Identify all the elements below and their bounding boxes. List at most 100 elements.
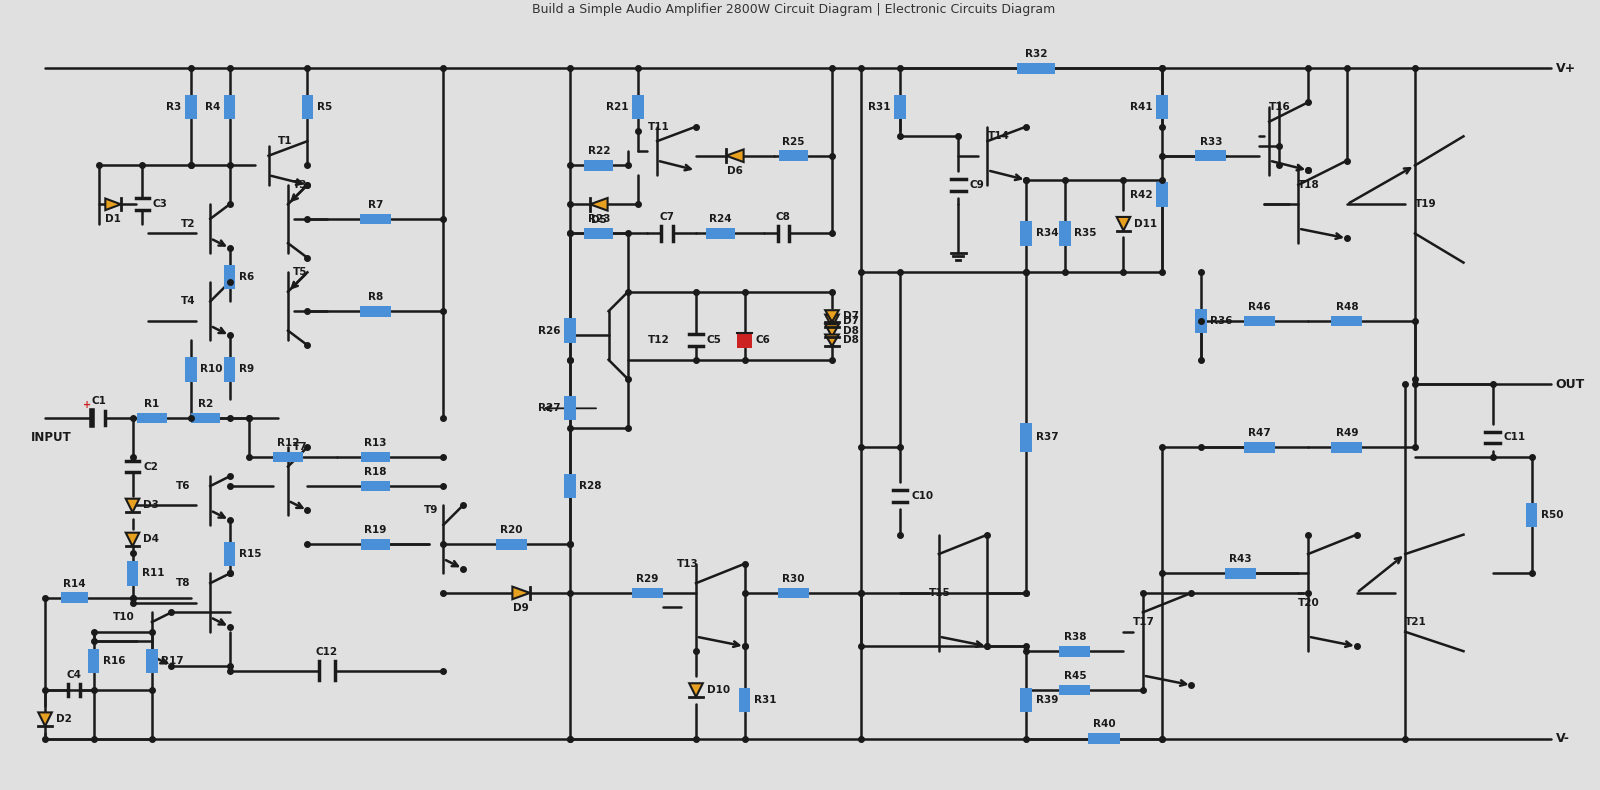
Text: R36: R36 — [1211, 316, 1234, 326]
Text: C11: C11 — [1504, 432, 1526, 442]
Text: R37: R37 — [1035, 432, 1058, 442]
Text: C8: C8 — [776, 213, 790, 222]
Text: R20: R20 — [501, 525, 523, 535]
Text: C1: C1 — [91, 396, 106, 406]
Bar — [1021, 687, 1032, 712]
Text: R30: R30 — [782, 574, 805, 584]
Text: R12: R12 — [277, 438, 299, 448]
Polygon shape — [690, 683, 702, 697]
Bar — [1243, 315, 1275, 326]
Text: D7: D7 — [843, 316, 859, 326]
Text: C9: C9 — [970, 180, 984, 190]
Bar — [126, 562, 138, 585]
Text: T13: T13 — [677, 559, 698, 569]
Polygon shape — [726, 149, 744, 162]
Text: C2: C2 — [144, 461, 158, 472]
Bar — [632, 95, 643, 119]
Text: +: + — [83, 400, 91, 410]
Polygon shape — [590, 198, 608, 211]
Text: R7: R7 — [368, 200, 382, 209]
Text: C12: C12 — [315, 647, 338, 657]
Text: R39: R39 — [1035, 694, 1058, 705]
Bar — [186, 357, 197, 382]
Text: T6: T6 — [176, 481, 190, 491]
Text: D2: D2 — [56, 714, 72, 724]
Text: R6: R6 — [238, 273, 254, 282]
Text: R13: R13 — [365, 438, 387, 448]
Text: R31: R31 — [869, 102, 891, 112]
Text: T4: T4 — [181, 296, 195, 307]
Text: R34: R34 — [1035, 228, 1058, 239]
Text: R14: R14 — [62, 578, 85, 589]
Bar — [496, 539, 526, 550]
Bar — [1195, 309, 1206, 333]
Text: D4: D4 — [144, 535, 160, 544]
Text: T3: T3 — [293, 180, 307, 190]
Bar — [1059, 685, 1091, 695]
Text: R32: R32 — [1024, 49, 1048, 59]
Bar — [632, 588, 662, 598]
Text: D6: D6 — [726, 166, 742, 176]
Text: T16: T16 — [1269, 102, 1291, 112]
Text: R26: R26 — [538, 325, 560, 336]
Text: D5: D5 — [590, 215, 606, 224]
Text: R43: R43 — [1229, 555, 1251, 564]
Text: R49: R49 — [1336, 428, 1358, 438]
Text: T11: T11 — [648, 122, 669, 132]
Bar — [1059, 221, 1070, 246]
Text: D9: D9 — [514, 603, 530, 613]
Polygon shape — [826, 324, 838, 337]
Text: R24: R24 — [709, 214, 731, 224]
Text: R40: R40 — [1093, 720, 1115, 729]
Bar — [88, 649, 99, 673]
Text: R46: R46 — [1248, 302, 1270, 312]
Text: R47: R47 — [1248, 428, 1270, 438]
Bar — [362, 480, 390, 491]
Bar — [584, 160, 613, 171]
Text: D8: D8 — [843, 335, 859, 345]
Text: C6: C6 — [755, 335, 771, 345]
Bar — [1021, 221, 1032, 246]
Bar — [1331, 442, 1363, 453]
Bar — [224, 265, 235, 289]
Text: R38: R38 — [1064, 632, 1086, 642]
Bar — [1157, 95, 1168, 119]
Text: R1: R1 — [144, 399, 160, 408]
Text: T10: T10 — [114, 612, 134, 623]
Bar — [778, 588, 808, 598]
Text: R42: R42 — [1131, 190, 1154, 200]
Text: R21: R21 — [606, 102, 629, 112]
Text: D1: D1 — [106, 214, 122, 224]
Bar — [224, 95, 235, 119]
Text: T2: T2 — [181, 219, 195, 229]
Bar — [739, 687, 750, 712]
Text: R11: R11 — [142, 569, 165, 578]
Text: T7: T7 — [293, 442, 307, 452]
Bar — [146, 649, 158, 673]
Text: R50: R50 — [1541, 510, 1563, 520]
Bar — [1331, 315, 1363, 326]
Polygon shape — [826, 310, 838, 322]
Text: R15: R15 — [238, 549, 261, 559]
Bar — [360, 213, 390, 224]
Text: T21: T21 — [1405, 617, 1427, 627]
Bar — [186, 95, 197, 119]
Text: T18: T18 — [1298, 180, 1320, 190]
Text: R5: R5 — [317, 102, 331, 112]
Bar — [224, 357, 235, 382]
Text: T15: T15 — [930, 588, 950, 598]
Polygon shape — [826, 314, 838, 327]
Bar — [1059, 646, 1091, 656]
Text: R35: R35 — [1075, 228, 1098, 239]
Bar — [563, 474, 576, 498]
Text: R25: R25 — [782, 137, 805, 146]
Bar — [779, 150, 808, 161]
Text: C3: C3 — [152, 199, 168, 209]
Bar — [274, 452, 302, 462]
Text: C10: C10 — [910, 491, 933, 501]
Text: C5: C5 — [707, 335, 722, 345]
Bar — [1021, 423, 1032, 452]
Bar — [224, 542, 235, 566]
Polygon shape — [38, 713, 51, 726]
Bar — [1157, 182, 1168, 207]
